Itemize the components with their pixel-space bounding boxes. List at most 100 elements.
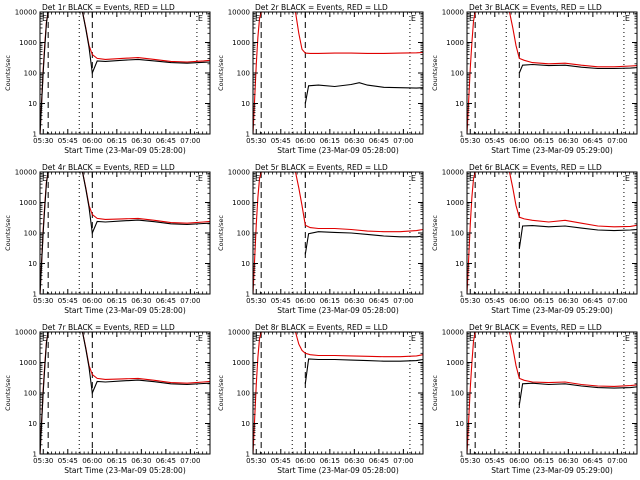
x-tick-label: 06:30: [344, 137, 364, 145]
x-tick-label: 06:00: [82, 137, 102, 145]
series-line-lld: [253, 12, 423, 134]
legend-letter-left: E: [255, 174, 260, 183]
x-tick-label: 06:30: [558, 297, 578, 305]
y-tick-label: 10000: [228, 9, 250, 17]
x-tick-label: 07:00: [393, 457, 413, 465]
legend-letter-right: E: [625, 174, 630, 183]
plot-frame: [39, 11, 211, 135]
series-line-events: [40, 172, 210, 294]
panel-8: Det 8r BLACK = Events, RED = LLD Counts/s…: [217, 323, 424, 475]
y-tick-label: 1000: [19, 359, 37, 367]
series-line-lld: [467, 12, 637, 134]
plot-frame: [466, 171, 638, 295]
panel-title: Det 8r BLACK = Events, RED = LLD: [255, 323, 388, 332]
panel-title: Det 7r BLACK = Events, RED = LLD: [42, 323, 175, 332]
y-tick-label: 100: [451, 230, 464, 238]
panel-title: Det 5r BLACK = Events, RED = LLD: [255, 163, 388, 172]
x-tick-label: 06:15: [320, 137, 340, 145]
y-tick-label: 10000: [442, 9, 464, 17]
panel-title: Det 2r BLACK = Events, RED = LLD: [255, 3, 388, 12]
legend-letter-left: E: [255, 334, 260, 343]
y-tick-label: 100: [24, 230, 37, 238]
x-tick-label: 06:30: [558, 457, 578, 465]
x-tick-label: 07:00: [393, 297, 413, 305]
series-line-events: [304, 231, 423, 255]
y-axis-label: Counts/sec: [4, 55, 12, 91]
x-tick-label: 07:00: [180, 457, 200, 465]
legend-letter-left: E: [42, 174, 47, 183]
y-tick-label: 10000: [228, 169, 250, 177]
legend-letter-left: E: [469, 14, 474, 23]
y-tick-label: 10: [28, 420, 37, 428]
y-tick-label: 1: [246, 131, 250, 139]
legend-letter-right: E: [198, 334, 203, 343]
x-tick-label: 06:30: [131, 457, 151, 465]
x-tick-label: 06:45: [156, 137, 176, 145]
y-tick-label: 10: [455, 260, 464, 268]
x-tick-label: 06:30: [131, 297, 151, 305]
x-tick-label: 06:15: [534, 297, 554, 305]
panel-title: Det 9r BLACK = Events, RED = LLD: [469, 323, 602, 332]
x-axis-label: Start Time (23-Mar-09 05:28:00): [277, 466, 399, 475]
x-tick-label: 05:30: [246, 137, 266, 145]
y-tick-label: 10: [241, 420, 250, 428]
y-axis-label: Counts/sec: [431, 215, 439, 251]
x-tick-label: 06:45: [583, 297, 603, 305]
panel-title: Det 4r BLACK = Events, RED = LLD: [42, 163, 175, 172]
y-tick-label: 10: [455, 420, 464, 428]
panel-7: Det 7r BLACK = Events, RED = LLD Counts/s…: [4, 323, 211, 475]
panel-1: Det 1r BLACK = Events, RED = LLD Counts/s…: [4, 3, 211, 155]
series-line-events: [40, 12, 210, 134]
legend-letter-right: E: [411, 334, 416, 343]
x-tick-label: 05:30: [246, 457, 266, 465]
legend-letter-left: E: [469, 174, 474, 183]
series-line-events: [518, 63, 637, 74]
x-tick-label: 06:45: [369, 137, 389, 145]
y-tick-label: 1000: [446, 199, 464, 207]
y-tick-label: 10: [28, 260, 37, 268]
x-tick-label: 06:45: [156, 457, 176, 465]
series-line-lld: [467, 332, 637, 454]
y-tick-label: 100: [451, 70, 464, 78]
plot-frame: [39, 331, 211, 455]
x-tick-label: 05:45: [271, 457, 291, 465]
x-tick-label: 06:30: [131, 137, 151, 145]
x-tick-label: 06:30: [558, 137, 578, 145]
x-tick-label: 06:30: [344, 457, 364, 465]
x-tick-label: 05:45: [58, 297, 78, 305]
y-tick-label: 1: [246, 291, 250, 299]
x-tick-label: 05:30: [33, 297, 53, 305]
x-tick-label: 06:15: [107, 457, 127, 465]
y-tick-label: 1: [33, 451, 37, 459]
x-tick-label: 05:30: [460, 457, 480, 465]
panel-2: Det 2r BLACK = Events, RED = LLD Counts/s…: [217, 3, 424, 155]
x-tick-label: 05:30: [460, 297, 480, 305]
x-tick-label: 06:15: [320, 457, 340, 465]
x-axis-label: Start Time (23-Mar-09 05:28:00): [64, 146, 186, 155]
y-tick-label: 10000: [228, 329, 250, 337]
y-tick-label: 1000: [232, 39, 250, 47]
x-tick-label: 07:00: [180, 137, 200, 145]
x-tick-label: 05:45: [485, 137, 505, 145]
x-tick-label: 07:00: [607, 457, 627, 465]
x-tick-label: 06:15: [320, 297, 340, 305]
x-tick-label: 06:00: [295, 297, 315, 305]
y-tick-label: 1: [33, 291, 37, 299]
series-line-events: [304, 82, 423, 104]
x-axis-label: Start Time (23-Mar-09 05:28:00): [277, 306, 399, 315]
y-axis-label: Counts/sec: [431, 55, 439, 91]
panel-4: Det 4r BLACK = Events, RED = LLD Counts/s…: [4, 163, 211, 315]
y-tick-label: 1000: [232, 359, 250, 367]
x-axis-label: Start Time (23-Mar-09 05:29:00): [491, 306, 613, 315]
series-line-lld: [467, 172, 637, 294]
x-tick-label: 06:45: [583, 137, 603, 145]
x-tick-label: 05:45: [485, 297, 505, 305]
x-axis-label: Start Time (23-Mar-09 05:28:00): [64, 306, 186, 315]
y-tick-label: 10000: [15, 169, 37, 177]
x-axis-label: Start Time (23-Mar-09 05:28:00): [277, 146, 399, 155]
x-tick-label: 06:30: [344, 297, 364, 305]
x-tick-label: 05:30: [246, 297, 266, 305]
panel-6: Det 6r BLACK = Events, RED = LLD Counts/s…: [431, 163, 638, 315]
x-tick-label: 05:45: [485, 457, 505, 465]
x-tick-label: 07:00: [607, 297, 627, 305]
